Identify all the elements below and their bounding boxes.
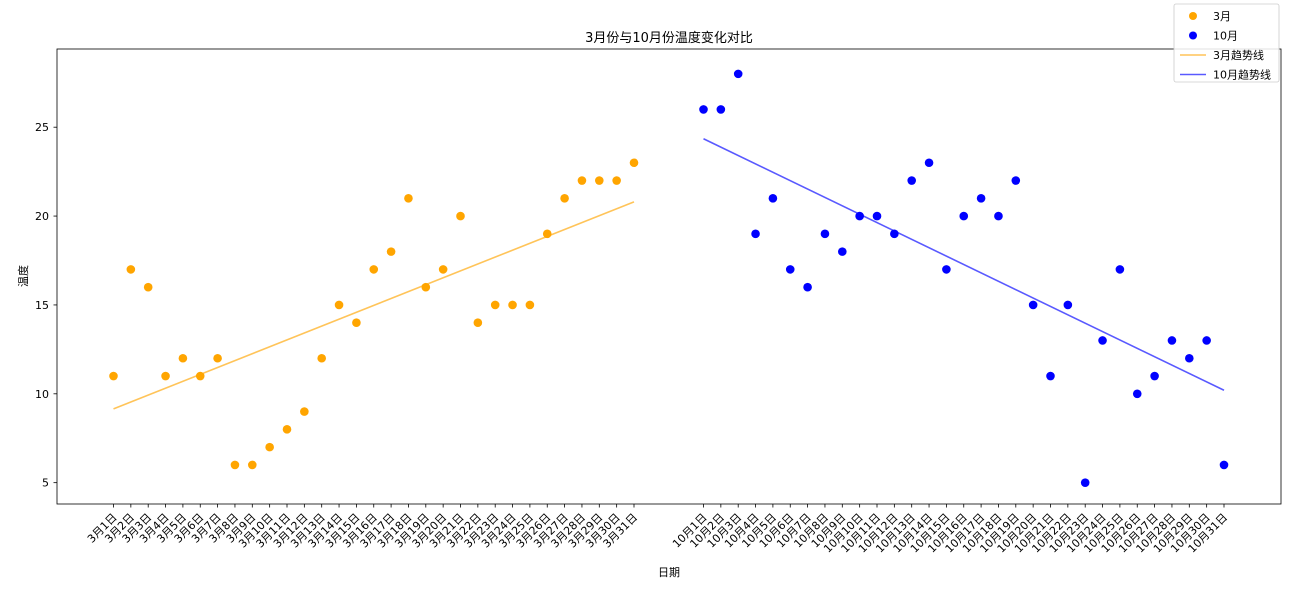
data-point [213, 353, 222, 363]
data-point [265, 442, 274, 452]
data-point [1080, 478, 1090, 487]
data-point [456, 211, 465, 221]
data-point [230, 460, 240, 470]
data-point [525, 300, 535, 310]
data-point [560, 193, 569, 203]
data-point [803, 282, 812, 292]
y-tick-label: 5 [42, 477, 49, 490]
data-point [1011, 176, 1021, 185]
data-point [352, 318, 361, 328]
legend-marker [1189, 31, 1197, 40]
data-point [248, 460, 257, 470]
data-point [1063, 300, 1073, 310]
data-point [542, 229, 552, 239]
trend-line [703, 138, 1225, 391]
data-point [1150, 371, 1159, 381]
y-tick-label: 20 [35, 210, 49, 223]
legend-label: 3月 [1213, 10, 1231, 23]
data-point [386, 247, 396, 256]
y-tick-label: 10 [35, 388, 49, 401]
data-point [438, 265, 448, 274]
data-point [699, 105, 708, 114]
legend-box [1173, 3, 1280, 83]
data-point [959, 211, 969, 221]
legend-label: 3月趋势线 [1213, 48, 1264, 62]
data-point [716, 105, 726, 114]
data-point [595, 176, 604, 185]
data-point [421, 282, 431, 292]
data-points [109, 69, 1229, 487]
data-point [890, 229, 899, 239]
data-point [733, 69, 743, 79]
data-point [508, 300, 517, 310]
trend-lines [113, 138, 1225, 410]
legend: 3月 10月 3月趋势线 10月趋势线 [1173, 3, 1280, 83]
data-point [143, 282, 153, 292]
data-point [195, 371, 205, 381]
y-tick-label: 25 [35, 121, 49, 134]
legend-marker [1189, 12, 1197, 20]
y-tick-label: 15 [35, 299, 49, 312]
data-point [1115, 265, 1125, 274]
plot-frame [56, 48, 1282, 505]
data-point [473, 318, 483, 328]
data-point [126, 265, 136, 274]
data-point [109, 371, 118, 381]
legend-label: 10月趋势线 [1213, 68, 1271, 82]
data-point [768, 193, 778, 203]
data-point [369, 265, 379, 274]
data-point [300, 407, 309, 416]
chart-title: 3月份与10月份温度变化对比 [585, 30, 753, 46]
data-point [1167, 336, 1177, 345]
data-point [334, 300, 344, 310]
data-point [942, 265, 951, 274]
data-point [1098, 336, 1107, 345]
data-point [161, 371, 170, 381]
data-point [838, 247, 847, 256]
data-point [1028, 300, 1038, 310]
data-point [1185, 353, 1194, 363]
data-point [178, 353, 188, 363]
x-axis: 3月1日3月2日3月3日3月4日3月5日3月6日3月7日3月8日3月9日3月10… [85, 504, 1230, 555]
data-point [490, 300, 500, 310]
data-point [1202, 336, 1211, 345]
data-point [1132, 389, 1142, 399]
data-point [612, 176, 621, 185]
data-point [855, 211, 864, 221]
x-axis-title: 日期 [658, 566, 680, 579]
legend-label: 10月 [1213, 30, 1238, 43]
data-point [785, 265, 795, 274]
data-point [872, 211, 882, 221]
data-point [629, 158, 639, 168]
data-point [282, 425, 292, 434]
data-point [820, 229, 830, 239]
data-point [404, 193, 413, 203]
y-axis: 5 10 15 20 25 [35, 121, 57, 490]
trend-line [113, 201, 635, 410]
data-point [751, 229, 760, 239]
data-point [994, 211, 1003, 221]
data-point [907, 176, 916, 185]
data-point [1219, 460, 1229, 470]
data-point [577, 176, 587, 185]
data-point [924, 158, 934, 168]
y-axis-title: 温度 [16, 265, 30, 287]
data-point [317, 353, 327, 363]
data-point [1046, 371, 1055, 381]
data-point [976, 193, 986, 203]
